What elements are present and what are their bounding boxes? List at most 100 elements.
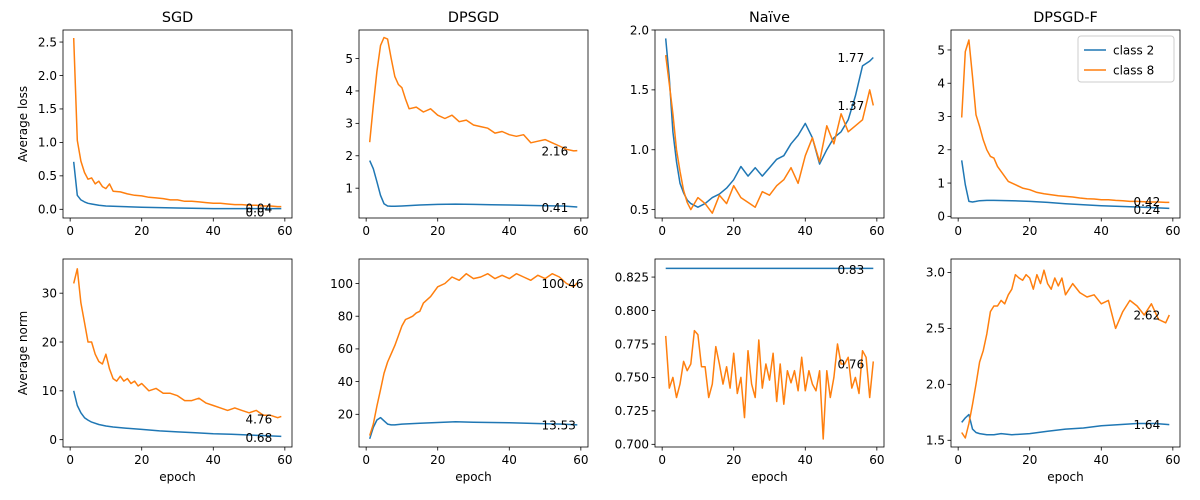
series-line-class-2 [368, 416, 578, 440]
x-tick-label: 20 [430, 224, 445, 238]
axes-frame [654, 29, 885, 219]
x-tick-label: 60 [869, 453, 884, 467]
y-tick-label: 0.5 [38, 169, 57, 183]
x-tick-label: 20 [726, 453, 741, 467]
x-tick-label: 20 [134, 453, 149, 467]
axes-frame [358, 258, 589, 448]
series-line-class-8 [961, 269, 1170, 439]
y-tick-label: 1 [345, 181, 353, 195]
axes-frame [654, 258, 885, 448]
y-tick-label: 1.0 [38, 136, 57, 150]
y-tick-label: 2.0 [38, 69, 57, 83]
y-tick-label: 2.5 [926, 322, 945, 336]
series-line-class-8 [368, 272, 578, 436]
subplot-title: DPSGD [448, 10, 499, 26]
x-tick-label: 0 [954, 453, 962, 467]
y-tick-label: 0.700 [615, 438, 649, 452]
x-tick-label: 0 [66, 453, 74, 467]
y-tick-label: 20 [42, 335, 57, 349]
series-line-class-8 [664, 329, 875, 440]
subplot-8: 0 20 40 60 1.5 2.0 2.5 3.0 epoch 2.62 1.64 [926, 258, 1181, 484]
x-tick-label: 20 [726, 224, 741, 238]
y-tick-label: 30 [42, 286, 57, 300]
series-line-class-8 [960, 39, 1170, 204]
y-tick-label: 40 [338, 375, 353, 389]
x-tick-label: 60 [1165, 453, 1180, 467]
series-line-class-8 [72, 37, 282, 208]
y-tick-label: 60 [338, 342, 353, 356]
value-annotation: 0.04 [245, 201, 272, 215]
x-tick-label: 40 [502, 224, 517, 238]
axes-frame [950, 258, 1181, 448]
subplot-2: 0 20 40 60 1 2 3 4 5 DPSGD 2.16 0.41 [345, 10, 588, 238]
x-axis-label: epoch [1047, 470, 1084, 484]
x-axis-label: epoch [751, 470, 788, 484]
x-tick-label: 60 [869, 224, 884, 238]
y-tick-label: 0.825 [615, 270, 649, 284]
y-tick-label: 100 [330, 277, 353, 291]
x-tick-label: 0 [362, 453, 370, 467]
y-axis-label: Average loss [16, 86, 30, 162]
x-tick-label: 40 [1094, 453, 1109, 467]
y-axis-label: Average norm [16, 311, 30, 395]
x-tick-label: 40 [502, 453, 517, 467]
y-tick-label: 2 [937, 143, 945, 157]
y-tick-label: 5 [937, 43, 945, 57]
series-line-class-2 [961, 413, 1170, 436]
value-annotation: 2.16 [541, 144, 568, 158]
x-tick-label: 0 [66, 224, 74, 238]
x-axis-label: epoch [159, 470, 196, 484]
series-line-class-2 [72, 161, 282, 210]
y-tick-label: 20 [338, 408, 353, 422]
value-annotation: 4.76 [245, 413, 272, 427]
subplot-title: SGD [162, 10, 193, 26]
x-tick-label: 0 [362, 224, 370, 238]
series-line-class-8 [368, 36, 578, 152]
y-tick-label: 0.800 [615, 304, 649, 318]
axes-frame [62, 258, 293, 448]
y-tick-label: 3.0 [926, 266, 945, 280]
y-tick-label: 80 [338, 310, 353, 324]
legend-label: class 8 [1113, 63, 1154, 77]
y-tick-label: 3 [937, 110, 945, 124]
value-annotation: 0.76 [837, 358, 864, 372]
subplot-title: Naïve [749, 10, 790, 26]
axes-frame [358, 29, 589, 219]
y-tick-label: 4 [937, 77, 945, 91]
axes-frame [950, 29, 1181, 219]
x-tick-label: 40 [206, 453, 221, 467]
value-annotation: 0.83 [837, 263, 864, 277]
x-tick-label: 0 [954, 224, 962, 238]
y-tick-label: 0.775 [615, 337, 649, 351]
y-tick-label: 0.5 [630, 203, 649, 217]
x-tick-label: 40 [798, 453, 813, 467]
y-tick-label: 3 [345, 117, 353, 131]
subplot-5: 0 20 40 60 0 10 20 30 epoch Average norm 4.76 0.68 [16, 258, 293, 484]
series-line-class-2 [960, 160, 1170, 210]
y-tick-label: 4 [345, 84, 353, 98]
x-tick-label: 20 [134, 224, 149, 238]
series-line-class-8 [664, 55, 875, 214]
series-line-class-2 [369, 160, 578, 208]
x-tick-label: 60 [573, 224, 588, 238]
y-tick-label: 2.5 [38, 35, 57, 49]
value-annotation: 0.0 [245, 205, 264, 219]
y-tick-label: 1 [937, 176, 945, 190]
x-tick-label: 0 [658, 224, 666, 238]
x-tick-label: 40 [1094, 224, 1109, 238]
y-tick-label: 1.0 [630, 143, 649, 157]
value-annotation: 1.37 [837, 99, 864, 113]
x-tick-label: 20 [1022, 224, 1037, 238]
y-tick-label: 0 [49, 433, 57, 447]
x-tick-label: 0 [658, 453, 666, 467]
legend: class 2 class 8 [1077, 35, 1175, 83]
y-tick-label: 0.0 [38, 203, 57, 217]
value-annotation: 0.24 [1133, 203, 1160, 217]
subplot-6: 0 20 40 60 20 40 60 80 100 epoch 100.46 13.53 [330, 258, 589, 484]
y-tick-label: 1.5 [630, 83, 649, 97]
x-tick-label: 40 [798, 224, 813, 238]
value-annotation: 0.68 [245, 431, 272, 445]
y-tick-label: 0.750 [615, 371, 649, 385]
